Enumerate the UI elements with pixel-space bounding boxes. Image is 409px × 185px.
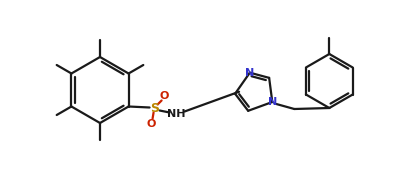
Text: N: N: [267, 97, 276, 107]
Text: NH: NH: [167, 108, 185, 119]
Text: N: N: [245, 68, 254, 78]
Text: O: O: [160, 90, 169, 100]
Text: O: O: [146, 119, 156, 129]
Text: S: S: [150, 102, 159, 115]
